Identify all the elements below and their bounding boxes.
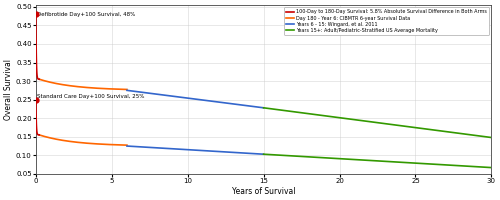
Text: Standard Care Day+100 Survival, 25%: Standard Care Day+100 Survival, 25% xyxy=(36,94,144,99)
X-axis label: Years of Survival: Years of Survival xyxy=(232,187,296,196)
Legend: 100-Day to 180-Day Survival: 5.8% Absolute Survival Difference in Both Arms, Day: 100-Day to 180-Day Survival: 5.8% Absolu… xyxy=(284,7,489,35)
Y-axis label: Overall Survival: Overall Survival xyxy=(4,59,13,120)
Text: Defibrotide Day+100 Survival, 48%: Defibrotide Day+100 Survival, 48% xyxy=(36,12,135,17)
